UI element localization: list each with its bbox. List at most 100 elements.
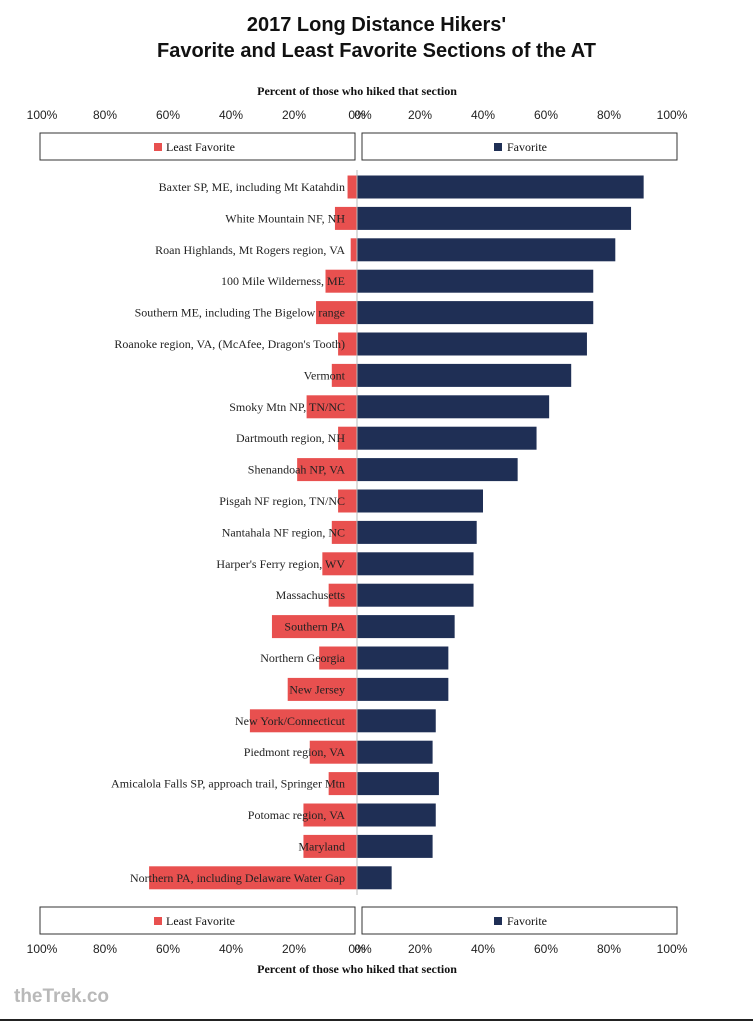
tick-right-bottom: 80% xyxy=(597,942,621,956)
tick-left-top: 100% xyxy=(27,108,58,122)
category-label: White Mountain NF, NH xyxy=(225,211,345,225)
bar-least-favorite xyxy=(338,332,357,356)
bar-least-favorite xyxy=(306,395,357,419)
bar-least-favorite xyxy=(303,803,357,827)
bar-least-favorite xyxy=(297,458,357,482)
bar-least-favorite xyxy=(331,363,357,387)
brand-watermark: theTrek.co xyxy=(14,986,110,1007)
tick-left-bottom: 0% xyxy=(348,942,366,956)
category-label: Vermont xyxy=(304,368,346,382)
bar-favorite xyxy=(357,866,392,890)
bar-favorite xyxy=(357,489,483,513)
category-label: New York/Connecticut xyxy=(235,714,346,728)
bar-least-favorite xyxy=(338,426,357,450)
tick-left-bottom: 100% xyxy=(27,942,58,956)
bar-least-favorite xyxy=(309,740,357,764)
bar-least-favorite xyxy=(287,677,357,701)
category-label: Piedmont region, VA xyxy=(244,745,346,759)
x-axis-label-top: Percent of those who hiked that section xyxy=(257,84,457,98)
bar-favorite xyxy=(357,363,572,387)
bar-favorite xyxy=(357,426,537,450)
bar-favorite xyxy=(357,520,477,544)
bar-favorite xyxy=(357,803,436,827)
bar-favorite xyxy=(357,301,594,325)
legend-swatch-favorite-top xyxy=(494,143,502,151)
legend-swatch-favorite-bottom xyxy=(494,917,502,925)
tick-right-top: 80% xyxy=(597,108,621,122)
legend-swatch-least-bottom xyxy=(154,917,162,925)
bar-favorite xyxy=(357,583,474,607)
category-label: 100 Mile Wilderness, ME xyxy=(221,274,345,288)
page-bottom-rule xyxy=(0,1019,753,1021)
bar-least-favorite xyxy=(334,206,357,230)
category-label: Nantahala NF region, NC xyxy=(222,525,345,539)
bar-favorite xyxy=(357,175,644,199)
legend-swatch-least-top xyxy=(154,143,162,151)
category-label: Roanoke region, VA, (McAfee, Dragon's To… xyxy=(114,337,345,351)
legend-box-favorite-top xyxy=(361,132,678,161)
category-label: Southern PA xyxy=(284,620,345,634)
chart-title-line-1: 2017 Long Distance Hikers' xyxy=(246,14,507,36)
legend-label-favorite-bottom: Favorite xyxy=(507,914,547,928)
tick-left-bottom: 40% xyxy=(219,942,243,956)
category-label: Northern Georgia xyxy=(260,651,345,665)
bar-favorite xyxy=(357,772,439,796)
bar-least-favorite xyxy=(303,834,357,858)
bar-least-favorite xyxy=(322,552,357,576)
bar-favorite xyxy=(357,332,587,356)
category-label: Potomac region, VA xyxy=(248,808,346,822)
bar-least-favorite xyxy=(331,520,357,544)
legend-box-least-top xyxy=(39,132,356,161)
bar-favorite xyxy=(357,709,436,733)
bar-least-favorite xyxy=(316,301,357,325)
tick-left-top: 20% xyxy=(282,108,306,122)
bar-favorite xyxy=(357,740,433,764)
tick-right-bottom: 100% xyxy=(657,942,688,956)
category-label: Baxter SP, ME, including Mt Katahdin xyxy=(159,180,345,194)
x-axis-label-bottom: Percent of those who hiked that section xyxy=(257,962,457,976)
tick-right-bottom: 40% xyxy=(471,942,495,956)
category-label: Dartmouth region, NH xyxy=(236,431,345,445)
tick-right-bottom: 0% xyxy=(354,942,372,956)
tick-left-top: 40% xyxy=(219,108,243,122)
bar-least-favorite xyxy=(249,709,357,733)
category-label: Roan Highlands, Mt Rogers region, VA xyxy=(155,243,345,257)
tick-left-top: 80% xyxy=(93,108,117,122)
bar-least-favorite xyxy=(347,175,357,199)
bar-favorite xyxy=(357,458,518,482)
category-label: Shenandoah NP, VA xyxy=(248,463,346,477)
bar-least-favorite xyxy=(149,866,357,890)
bar-least-favorite xyxy=(350,238,357,262)
tick-right-bottom: 60% xyxy=(534,942,558,956)
bar-favorite xyxy=(357,238,616,262)
bar-least-favorite xyxy=(338,489,357,513)
category-label: Pisgah NF region, TN/NC xyxy=(219,494,345,508)
category-label: New Jersey xyxy=(289,682,345,696)
tick-right-top: 20% xyxy=(408,108,432,122)
tick-left-bottom: 80% xyxy=(93,942,117,956)
category-label: Maryland xyxy=(298,839,345,853)
tick-right-top: 60% xyxy=(534,108,558,122)
bar-favorite xyxy=(357,646,449,670)
tick-left-top: 0% xyxy=(348,108,366,122)
chart-title-line-2: Favorite and Least Favorite Sections of … xyxy=(157,40,596,62)
bar-least-favorite xyxy=(319,646,357,670)
tick-right-top: 40% xyxy=(471,108,495,122)
bar-favorite xyxy=(357,615,455,639)
category-label: Massachusetts xyxy=(276,588,346,602)
bar-least-favorite xyxy=(271,615,357,639)
bar-least-favorite xyxy=(328,772,357,796)
category-label: Northern PA, including Delaware Water Ga… xyxy=(130,871,345,885)
category-label: Amicalola Falls SP, approach trail, Spri… xyxy=(111,777,345,791)
legend-box-favorite-bottom xyxy=(361,906,678,935)
tick-left-bottom: 20% xyxy=(282,942,306,956)
category-label: Smoky Mtn NP, TN/NC xyxy=(229,400,345,414)
tick-right-top: 0% xyxy=(354,108,372,122)
bar-favorite xyxy=(357,269,594,293)
bar-favorite xyxy=(357,834,433,858)
bar-favorite xyxy=(357,552,474,576)
legend-label-least-bottom: Least Favorite xyxy=(166,914,235,928)
tick-left-bottom: 60% xyxy=(156,942,180,956)
bar-favorite xyxy=(357,206,632,230)
